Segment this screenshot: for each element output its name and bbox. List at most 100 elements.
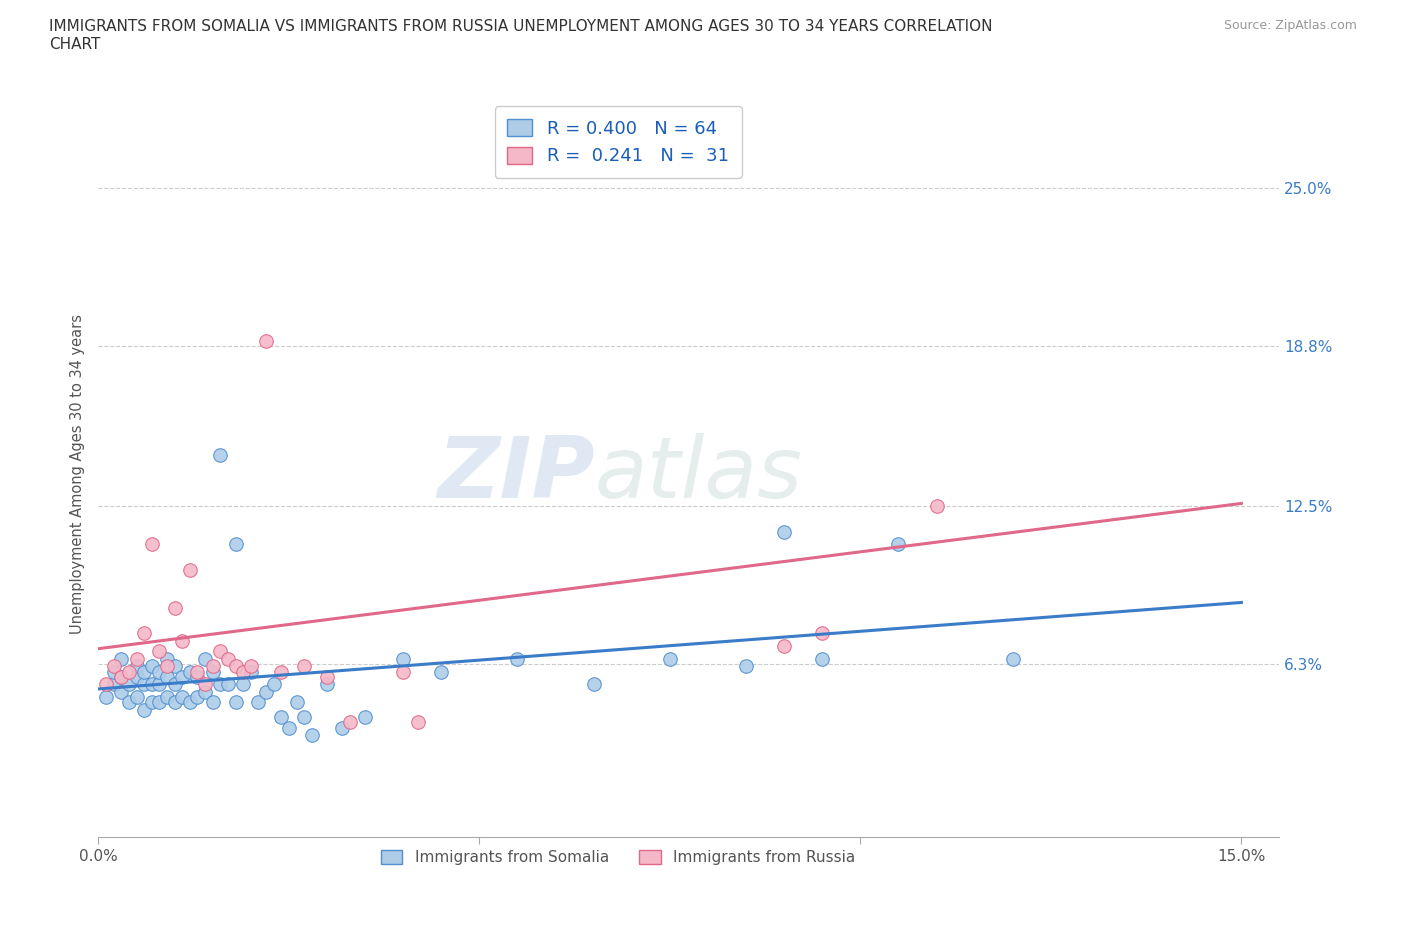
Y-axis label: Unemployment Among Ages 30 to 34 years: Unemployment Among Ages 30 to 34 years — [69, 314, 84, 634]
Point — [239, 659, 262, 674]
Point — [270, 710, 292, 724]
Point — [773, 525, 796, 539]
Point — [94, 689, 117, 704]
Point — [163, 659, 186, 674]
Point — [201, 664, 224, 679]
Point — [134, 677, 156, 692]
Point — [1001, 651, 1024, 666]
Point — [141, 537, 163, 551]
Text: ZIP: ZIP — [437, 432, 595, 516]
Point — [330, 720, 353, 735]
Point — [103, 664, 125, 679]
Point — [292, 710, 315, 724]
Point — [217, 651, 239, 666]
Point — [141, 677, 163, 692]
Point — [172, 689, 194, 704]
Point — [354, 710, 377, 724]
Point — [225, 537, 247, 551]
Point — [292, 659, 315, 674]
Point — [209, 644, 232, 658]
Point — [148, 644, 170, 658]
Point — [225, 659, 247, 674]
Point — [134, 702, 156, 717]
Point — [735, 659, 758, 674]
Point — [773, 639, 796, 654]
Point — [110, 684, 132, 699]
Point — [811, 626, 834, 641]
Point — [232, 677, 254, 692]
Point — [141, 695, 163, 710]
Point — [125, 670, 148, 684]
Point — [186, 664, 208, 679]
Point — [316, 677, 339, 692]
Point — [201, 659, 224, 674]
Point — [163, 601, 186, 616]
Point — [179, 695, 201, 710]
Point — [263, 677, 285, 692]
Point — [201, 695, 224, 710]
Point — [582, 677, 605, 692]
Point — [658, 651, 681, 666]
Point — [179, 664, 201, 679]
Point — [887, 537, 910, 551]
Point — [118, 664, 141, 679]
Point — [277, 720, 299, 735]
Point — [339, 715, 361, 730]
Point — [217, 677, 239, 692]
Point — [194, 651, 217, 666]
Point — [254, 684, 277, 699]
Point — [186, 670, 208, 684]
Point — [225, 695, 247, 710]
Point — [811, 651, 834, 666]
Point — [301, 728, 323, 743]
Point — [148, 677, 170, 692]
Point — [172, 670, 194, 684]
Point — [186, 689, 208, 704]
Point — [156, 659, 179, 674]
Point — [134, 664, 156, 679]
Point — [110, 670, 132, 684]
Legend: Immigrants from Somalia, Immigrants from Russia: Immigrants from Somalia, Immigrants from… — [374, 843, 863, 873]
Point — [285, 695, 308, 710]
Point — [163, 677, 186, 692]
Point — [163, 695, 186, 710]
Point — [110, 651, 132, 666]
Point — [179, 563, 201, 578]
Point — [925, 498, 948, 513]
Point — [209, 447, 232, 462]
Point — [194, 677, 217, 692]
Point — [148, 695, 170, 710]
Point — [316, 670, 339, 684]
Point — [430, 664, 453, 679]
Point — [110, 670, 132, 684]
Point — [103, 677, 125, 692]
Point — [209, 677, 232, 692]
Point — [156, 689, 179, 704]
Point — [239, 664, 262, 679]
Point — [125, 659, 148, 674]
Text: Source: ZipAtlas.com: Source: ZipAtlas.com — [1223, 19, 1357, 32]
Point — [103, 659, 125, 674]
Text: atlas: atlas — [595, 432, 803, 516]
Point — [141, 659, 163, 674]
Point — [194, 684, 217, 699]
Point — [118, 695, 141, 710]
Point — [172, 633, 194, 648]
Point — [118, 677, 141, 692]
Point — [125, 689, 148, 704]
Text: CHART: CHART — [49, 37, 101, 52]
Point — [408, 715, 430, 730]
Point — [232, 664, 254, 679]
Point — [94, 677, 117, 692]
Point — [156, 670, 179, 684]
Point — [254, 333, 277, 348]
Point — [392, 664, 415, 679]
Point — [506, 651, 529, 666]
Point — [125, 651, 148, 666]
Point — [247, 695, 270, 710]
Point — [148, 664, 170, 679]
Point — [156, 651, 179, 666]
Point — [392, 651, 415, 666]
Point — [134, 626, 156, 641]
Point — [430, 91, 453, 106]
